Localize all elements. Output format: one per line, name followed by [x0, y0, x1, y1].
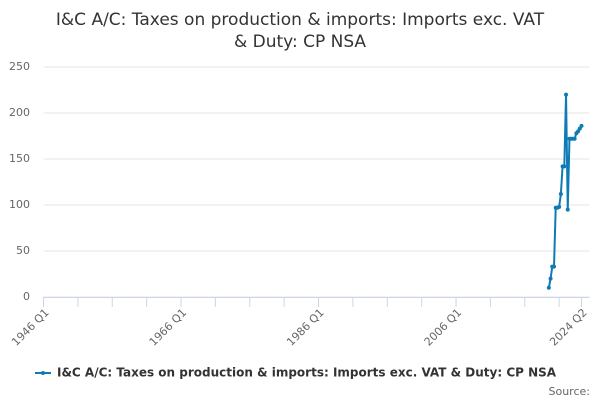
- point: [565, 207, 570, 212]
- chart-title: & Duty: CP NSA: [234, 32, 366, 52]
- point: [572, 136, 577, 141]
- legend-label: I&C A/C: Taxes on production & imports: …: [57, 366, 557, 380]
- x-tick-label: 1946 Q1: [9, 306, 52, 349]
- y-tick-label: 50: [16, 244, 30, 257]
- y-tick-label: 200: [9, 106, 30, 119]
- y-tick-label: 250: [9, 60, 30, 73]
- y-tick-label: 0: [23, 290, 30, 303]
- point: [557, 204, 562, 209]
- x-tick-label: 2006 Q1: [422, 306, 465, 349]
- y-tick-label: 100: [9, 198, 30, 211]
- point: [562, 164, 567, 169]
- point: [551, 264, 556, 269]
- x-tick-label: 1966 Q1: [147, 306, 190, 349]
- point: [564, 92, 569, 97]
- series-line: [547, 94, 583, 288]
- chart-title: I&C A/C: Taxes on production & imports: …: [56, 10, 545, 30]
- x-tick-label: 2024 Q2: [547, 306, 590, 349]
- x-tick-label: 1986 Q1: [284, 306, 327, 349]
- point: [558, 191, 563, 196]
- legend-marker: [41, 371, 45, 375]
- source-label: Source:: [549, 385, 591, 398]
- point: [579, 123, 584, 128]
- point: [546, 285, 551, 290]
- point: [548, 276, 553, 281]
- y-tick-label: 150: [9, 152, 30, 165]
